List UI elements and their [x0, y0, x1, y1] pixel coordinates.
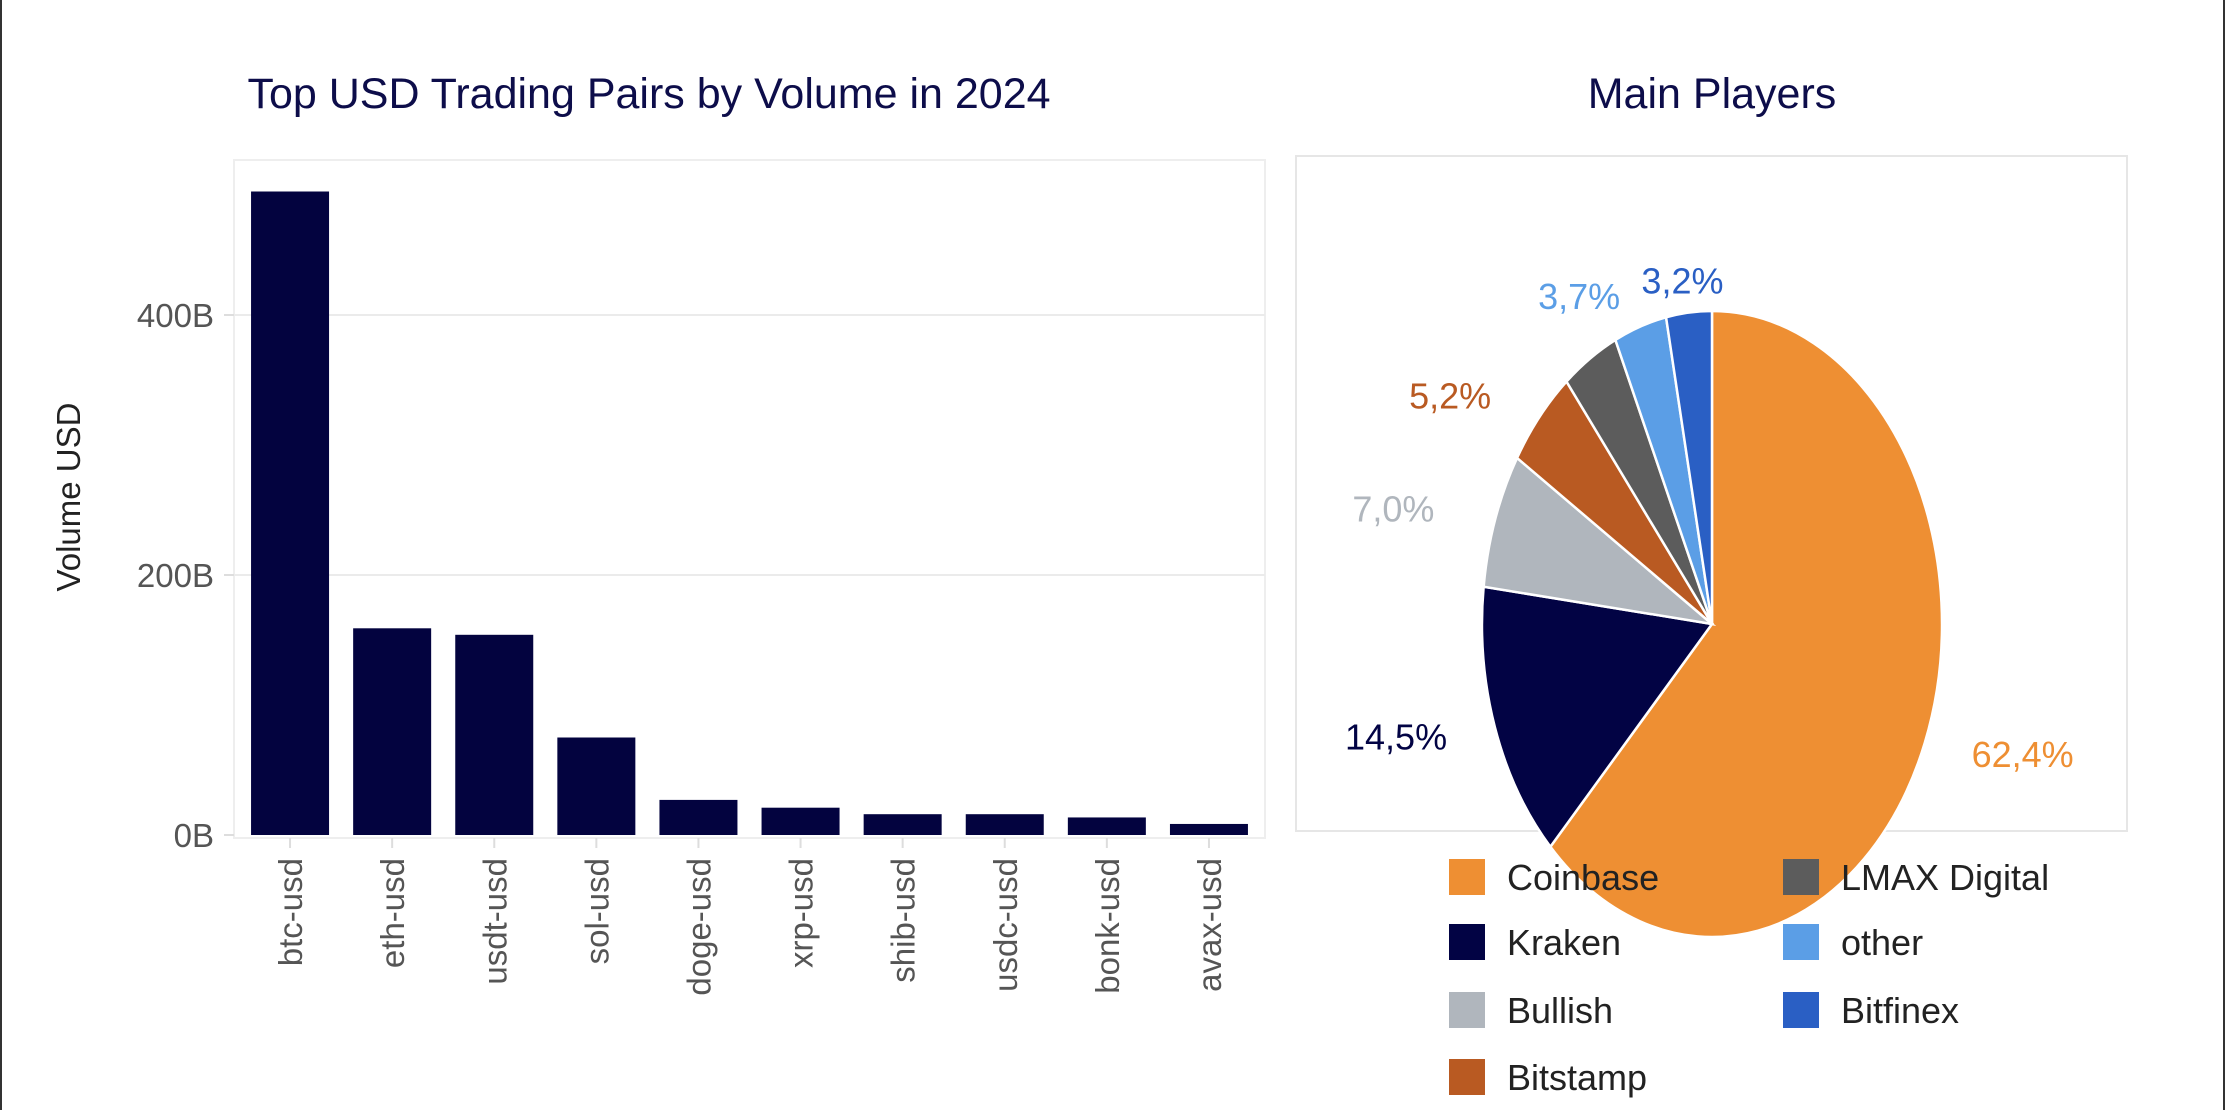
pie-data-label: 5,2%: [1409, 375, 1491, 416]
legend-item[interactable]: Bitfinex: [1783, 990, 1959, 1031]
bar-usdt-usd: [455, 634, 534, 835]
legend-item[interactable]: Bitstamp: [1449, 1057, 1647, 1098]
bar-chart-title: Top USD Trading Pairs by Volume in 2024: [247, 70, 1050, 118]
legend-swatch: [1449, 859, 1485, 895]
y-axis-label: Volume USD: [50, 403, 87, 592]
legend-label: Bullish: [1507, 990, 1613, 1031]
bar-eth-usd: [353, 628, 432, 835]
pie-data-label: 3,7%: [1538, 276, 1620, 317]
legend-swatch: [1449, 924, 1485, 960]
legend-label: other: [1841, 922, 1923, 963]
x-tick-label: doge-usd: [680, 858, 717, 996]
legend-swatch: [1449, 1059, 1485, 1095]
legend-swatch: [1783, 992, 1819, 1028]
legend-item[interactable]: other: [1783, 922, 1923, 963]
y-tick-label: 200B: [137, 557, 214, 594]
bar-avax-usd: [1169, 823, 1248, 835]
legend-swatch: [1449, 992, 1485, 1028]
bar-shib-usd: [863, 814, 942, 835]
legend-swatch: [1783, 924, 1819, 960]
bar-doge-usd: [659, 799, 738, 835]
pie-data-label: 3,2%: [1641, 260, 1723, 301]
legend-item[interactable]: Bullish: [1449, 990, 1613, 1031]
legend-item[interactable]: Kraken: [1449, 922, 1621, 963]
y-tick-label: 400B: [137, 297, 214, 334]
x-tick-label: avax-usd: [1191, 858, 1228, 992]
pie-slice-kraken: [1480, 585, 1715, 849]
bar-sol-usd: [557, 737, 636, 835]
bar-plot-area: [233, 159, 1266, 839]
legend-label: Bitfinex: [1841, 990, 1959, 1031]
y-tick-label: 0B: [174, 817, 214, 854]
x-tick-label: xrp-usd: [783, 858, 820, 968]
pie-data-label: 14,5%: [1345, 717, 1447, 758]
x-tick-label: shib-usd: [885, 858, 922, 983]
x-tick-label: usdt-usd: [476, 858, 513, 985]
x-tick-label: eth-usd: [374, 858, 411, 968]
pie-data-label: 62,4%: [1972, 734, 2074, 775]
pie-slice-bitfinex: [1664, 309, 1714, 625]
legend-label: Coinbase: [1507, 857, 1659, 898]
legend-item[interactable]: Coinbase: [1449, 857, 1659, 898]
legend-swatch: [1783, 859, 1819, 895]
legend-label: Bitstamp: [1507, 1057, 1647, 1098]
pie-data-label: 7,0%: [1352, 488, 1434, 529]
pie-chart-title: Main Players: [1588, 70, 1837, 118]
x-tick-label: bonk-usd: [1089, 858, 1126, 994]
pie-slice-bullish: [1482, 455, 1717, 626]
legend-label: Kraken: [1507, 922, 1621, 963]
pie-slice-coinbase: [1548, 309, 1944, 939]
legend-item[interactable]: LMAX Digital: [1783, 857, 2049, 898]
x-tick-label: btc-usd: [272, 858, 309, 966]
bar-bonk-usd: [1067, 817, 1146, 835]
bar-xrp-usd: [761, 807, 840, 835]
x-tick-label: usdc-usd: [987, 858, 1024, 992]
bar-btc-usd: [251, 191, 330, 835]
legend-label: LMAX Digital: [1841, 857, 2049, 898]
bar-usdc-usd: [965, 814, 1044, 835]
x-tick-label: sol-usd: [578, 858, 615, 964]
